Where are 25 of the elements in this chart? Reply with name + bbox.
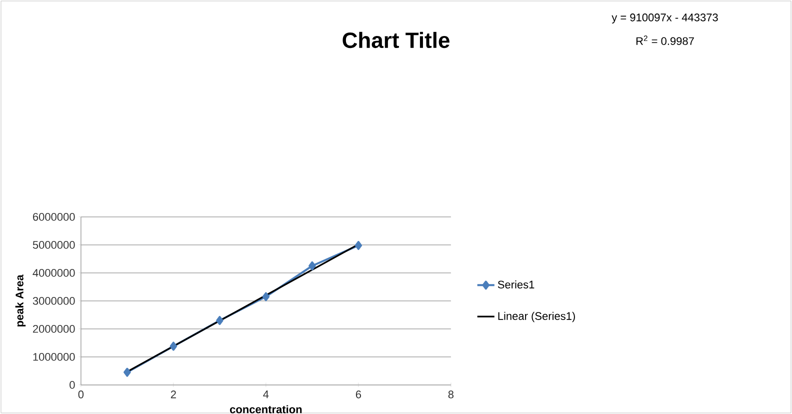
y-tick-label: 3000000 <box>32 296 75 305</box>
text: y = 910097x - 443373 <box>612 14 718 24</box>
y-tick-label: 2000000 <box>33 324 75 333</box>
y-tick-label: 0 <box>70 380 75 389</box>
x-tick-label: 2 <box>170 390 176 398</box>
y-tick-label: 4000000 <box>32 268 75 277</box>
legend-label: Series1 <box>498 280 534 288</box>
y-tick-label: 6000000 <box>33 212 75 221</box>
chart-title: Chart Title <box>342 32 450 48</box>
point <box>216 316 224 325</box>
x-tick-label: 6 <box>356 390 362 398</box>
x-tick-label: 4 <box>263 390 269 398</box>
x-tick-label: 8 <box>448 390 454 398</box>
point <box>170 342 178 351</box>
x-tick-label: 0 <box>78 390 84 398</box>
point <box>308 261 316 270</box>
text: R$^{2}$ = 0.9987 <box>636 36 694 45</box>
y-axis-title: peak Area <box>15 274 26 326</box>
legend-label: Linear (Series1) <box>498 312 575 322</box>
point <box>262 292 270 302</box>
y-tick-label: 5000000 <box>32 240 75 249</box>
y-tick-label: 1000000 <box>33 352 75 361</box>
point <box>124 368 131 377</box>
x-axis-title: concentration <box>230 405 302 414</box>
point <box>354 240 362 250</box>
